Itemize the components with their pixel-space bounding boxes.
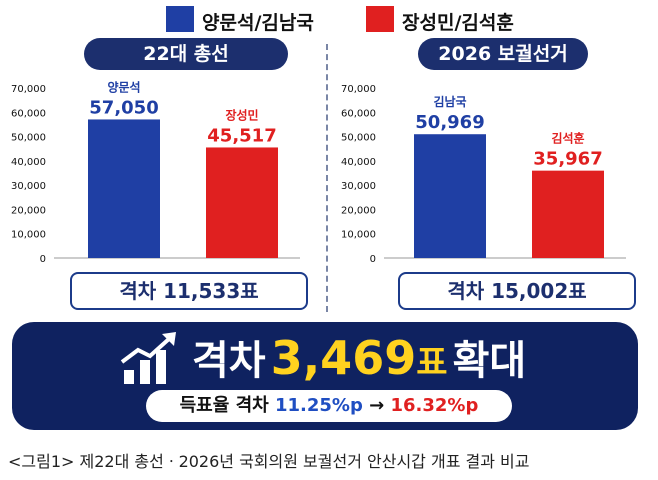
y-tick-label: 40,000 xyxy=(341,157,376,168)
y-tick-label: 60,000 xyxy=(11,108,46,119)
y-tick-label: 60,000 xyxy=(341,108,376,119)
y-tick-label: 70,000 xyxy=(11,84,46,95)
y-tick-label: 10,000 xyxy=(341,230,376,241)
chart-title-left: 22대 총선 xyxy=(84,38,288,70)
bar-김석훈 xyxy=(532,170,604,258)
bar-value-label: 50,969 xyxy=(415,112,484,133)
gap-box-right: 격차 15,002표 xyxy=(398,272,636,310)
y-tick-label: 20,000 xyxy=(341,205,376,216)
headline-unit: 표 xyxy=(416,343,448,383)
y-tick-label: 30,000 xyxy=(11,181,46,192)
rate-from: 11.25%p xyxy=(274,395,363,416)
bar-chart-left: 70,000 60,000 50,000 40,000 30,000 20,000 10,0… xyxy=(11,79,300,265)
bar-value-label: 57,050 xyxy=(89,97,158,118)
y-tick-label: 40,000 xyxy=(11,157,46,168)
bar-value-label: 45,517 xyxy=(207,125,276,146)
rate-arrow: → xyxy=(369,395,385,416)
bar-chart-right: 70,000 60,000 50,000 40,000 30,000 20,000 10,0… xyxy=(341,84,626,265)
y-tick-label: 30,000 xyxy=(341,181,376,192)
y-tick-label: 50,000 xyxy=(341,133,376,144)
gap-headline: 격차 3,469표 확대 xyxy=(192,328,526,386)
legend-swatch-blue xyxy=(166,6,194,32)
rate-to: 16.32%p xyxy=(390,395,479,416)
legend-label-blue: 양문석/김남국 xyxy=(202,12,314,34)
bar-장성민 xyxy=(206,147,278,258)
rate-label: 득표율 격차 xyxy=(179,395,269,416)
chart-title-right: 2026 보궐선거 xyxy=(418,38,588,70)
bar-category-label: 김남국 xyxy=(433,94,466,109)
bar-value-label: 35,967 xyxy=(533,149,602,170)
y-tick-label: 0 xyxy=(40,254,46,265)
y-tick-label: 70,000 xyxy=(341,84,376,95)
y-tick-label: 0 xyxy=(370,254,376,265)
bar-category-label: 양문석 xyxy=(107,79,140,94)
bar-category-label: 장성민 xyxy=(225,107,258,122)
bar-양문석 xyxy=(88,119,160,258)
summary-banner: 격차 3,469표 확대 득표율 격차 11.25%p → 16.32%p xyxy=(12,322,638,430)
headline-word-expand: 확대 xyxy=(452,338,527,384)
y-tick-label: 20,000 xyxy=(11,205,46,216)
headline-number: 3,469 xyxy=(270,331,417,385)
y-tick-label: 50,000 xyxy=(11,133,46,144)
rising-chart-icon xyxy=(120,332,176,384)
figure-caption: <그림1> 제22대 총선ㆍ2026년 국회의원 보궐선거 안산시갑 개표 결과… xyxy=(8,452,530,471)
bar-김남국 xyxy=(414,134,486,258)
headline-word-gap: 격차 xyxy=(192,338,266,384)
gap-box-left: 격차 11,533표 xyxy=(70,272,308,310)
y-tick-label: 10,000 xyxy=(11,230,46,241)
panel-divider xyxy=(326,44,328,312)
vote-rate-gap: 득표율 격차 11.25%p → 16.32%p xyxy=(146,390,512,422)
legend: 양문석/김남국 장성민/김석훈 xyxy=(0,4,658,34)
legend-label-red: 장성민/김석훈 xyxy=(402,12,514,34)
bar-category-label: 김석훈 xyxy=(551,131,584,146)
legend-swatch-red xyxy=(366,6,394,32)
